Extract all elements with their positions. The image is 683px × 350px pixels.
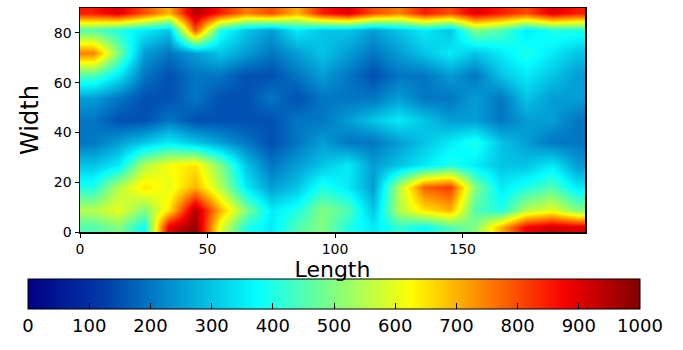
svg-text:700: 700 (439, 315, 473, 336)
svg-text:80: 80 (54, 25, 72, 41)
svg-text:200: 200 (133, 315, 167, 336)
svg-text:600: 600 (378, 315, 412, 336)
svg-text:800: 800 (500, 315, 534, 336)
svg-text:300: 300 (194, 315, 228, 336)
svg-text:0: 0 (63, 224, 72, 240)
svg-text:20: 20 (54, 174, 72, 190)
svg-text:Width: Width (16, 85, 44, 155)
svg-text:50: 50 (199, 241, 217, 257)
svg-text:150: 150 (449, 241, 476, 257)
svg-text:100: 100 (72, 315, 106, 336)
svg-text:60: 60 (54, 75, 72, 91)
svg-text:400: 400 (256, 315, 290, 336)
svg-text:500: 500 (317, 315, 351, 336)
svg-text:0: 0 (22, 315, 33, 336)
svg-text:100: 100 (322, 241, 349, 257)
svg-text:900: 900 (562, 315, 596, 336)
svg-text:1000: 1000 (617, 315, 663, 336)
svg-text:0: 0 (76, 241, 85, 257)
svg-text:Length: Length (295, 257, 371, 282)
svg-text:40: 40 (54, 124, 72, 140)
